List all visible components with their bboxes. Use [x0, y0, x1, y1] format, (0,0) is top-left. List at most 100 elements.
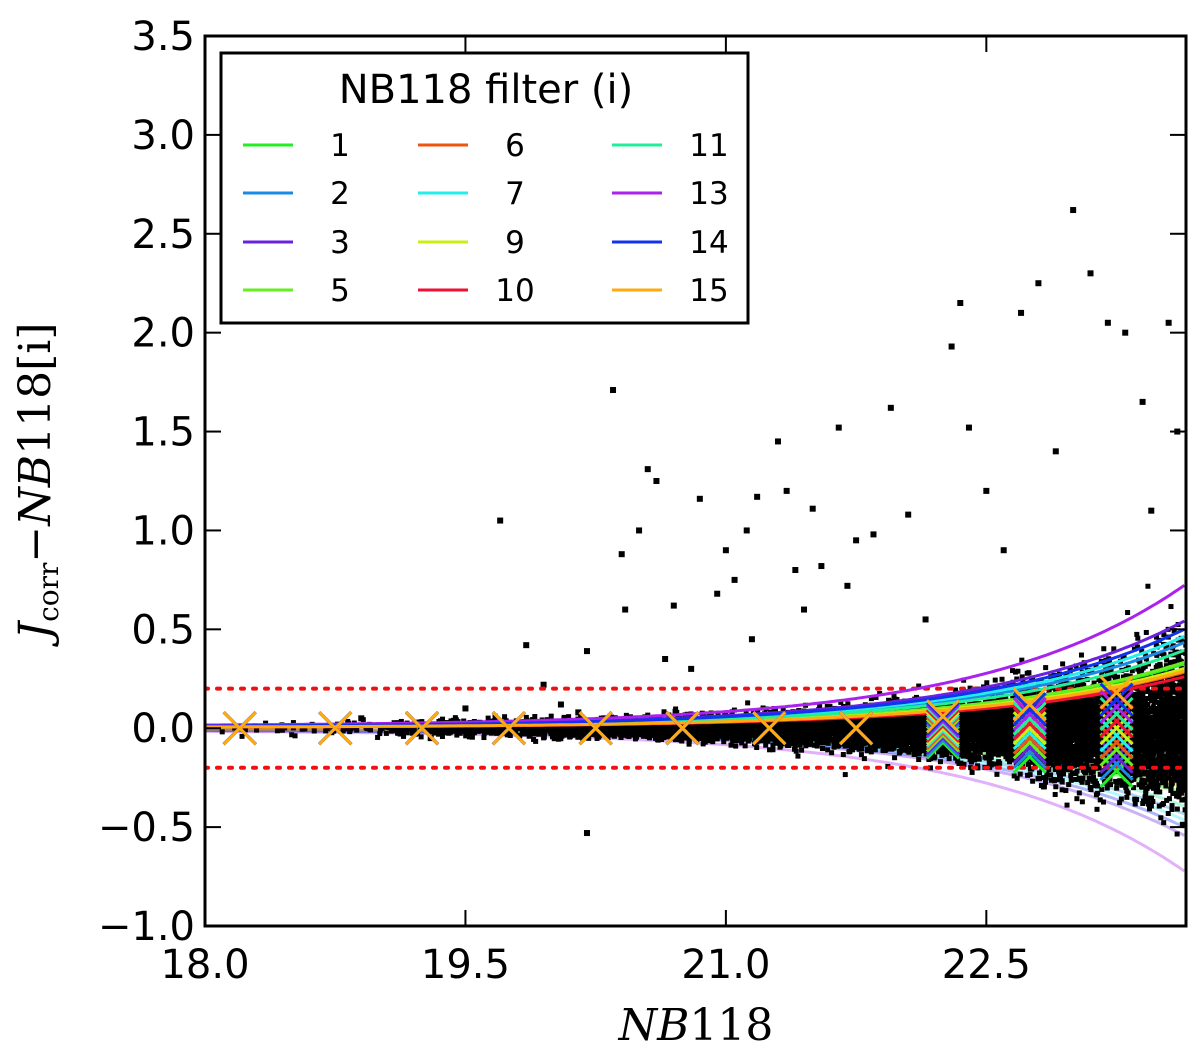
scatter-point: [1132, 801, 1138, 807]
scatter-point: [1087, 736, 1093, 742]
scatter-point: [388, 728, 394, 734]
scatter-point: [1044, 751, 1050, 757]
scatter-point: [1134, 631, 1140, 637]
scatter-point: [1174, 831, 1180, 837]
scatter-point: [1148, 777, 1154, 783]
scatter-point: [311, 728, 317, 734]
scatter-point: [1153, 642, 1159, 648]
scatter-point: [1084, 760, 1090, 766]
scatter-point: [992, 677, 998, 683]
scatter-point: [292, 733, 298, 739]
scatter-point: [770, 742, 776, 748]
scatter-point: [967, 685, 973, 691]
scatter-point: [814, 743, 820, 749]
scatter-point: [1059, 787, 1065, 793]
scatter-point: [1074, 682, 1080, 688]
scatter-point: [985, 697, 991, 703]
scatter-point: [1097, 771, 1103, 777]
scatter-point: [1144, 686, 1150, 692]
scatter-point: [1009, 751, 1015, 757]
scatter-point: [1100, 799, 1106, 805]
scatter-point: [1123, 784, 1129, 790]
scatter-point: [1088, 733, 1094, 739]
scatter-point: [1178, 769, 1184, 775]
scatter-point: [886, 697, 892, 703]
scatter-point: [1097, 797, 1103, 803]
scatter-point: [1149, 795, 1155, 801]
scatter-point: [1117, 800, 1123, 806]
scatter-point: [972, 757, 978, 763]
scatter-point: [1063, 680, 1069, 686]
scatter-point: [928, 756, 934, 762]
scatter-point: [745, 700, 751, 706]
scatter-point: [842, 772, 848, 778]
scatter-point: [892, 696, 898, 702]
scatter-point: [797, 742, 803, 748]
scatter-point: [1043, 748, 1049, 754]
scatter-point: [1143, 629, 1149, 635]
scatter-point: [523, 714, 529, 720]
scatter-point: [1094, 752, 1100, 758]
scatter-point: [1136, 782, 1142, 788]
scatter-point: [1149, 698, 1155, 704]
scatter-point: [977, 749, 983, 755]
scatter-point: [1050, 762, 1056, 768]
scatter-point: [340, 728, 346, 734]
scatter-point: [1046, 689, 1052, 695]
scatter-point: [763, 742, 769, 748]
scatter-point: [1163, 783, 1169, 789]
scatter-point: [1168, 786, 1174, 792]
scatter-point: [745, 738, 751, 744]
scatter-point: [1169, 803, 1175, 809]
scatter-point: [931, 755, 937, 761]
scatter-point: [1069, 683, 1075, 689]
scatter-point: [892, 755, 898, 761]
scatter-point: [1168, 779, 1174, 785]
scatter-point: [1135, 635, 1141, 641]
scatter-point: [439, 733, 445, 739]
scatter-point: [1053, 733, 1059, 739]
scatter-point: [805, 738, 811, 744]
scatter-point: [1091, 680, 1097, 686]
scatter-point: [1017, 771, 1023, 777]
scatter-point: [532, 714, 538, 720]
scatter-point: [1038, 677, 1044, 683]
scatter-point: [868, 696, 874, 702]
scatter-point: [302, 726, 308, 732]
scatter-point: [1157, 705, 1163, 711]
scatter-point: [816, 740, 822, 746]
scatter-point: [554, 731, 560, 737]
scatter-point: [1098, 679, 1104, 685]
scatter-point: [995, 743, 1001, 749]
scatter-point: [984, 680, 990, 686]
scatter-point: [859, 746, 865, 752]
scatter-point: [1159, 802, 1165, 808]
scatter-point: [730, 738, 736, 744]
scatter-point: [1045, 702, 1051, 708]
scatter-point: [1123, 673, 1129, 679]
scatter-point: [1139, 777, 1145, 783]
scatter-point: [858, 752, 864, 758]
scatter-point: [1053, 784, 1059, 790]
scatter-point: [1069, 770, 1075, 776]
scatter-point: [1101, 646, 1107, 652]
scatter-point: [1176, 719, 1182, 725]
scatter-point: [1063, 788, 1069, 794]
scatter-point: [1180, 773, 1186, 779]
scatter-point: [1057, 737, 1063, 743]
scatter-point: [808, 739, 814, 745]
scatter-point: [1045, 760, 1051, 766]
scatter-point: [254, 727, 260, 733]
plot-content: [205, 207, 1186, 873]
scatter-point: [1148, 803, 1154, 809]
scatter-point: [1085, 780, 1091, 786]
scatter-point: [409, 730, 415, 736]
scatter-point: [728, 742, 734, 748]
scatter-point: [806, 741, 812, 747]
scatter-point: [438, 718, 444, 724]
scatter-point: [993, 761, 999, 767]
scatter-point: [872, 747, 878, 753]
scatter-point: [1019, 674, 1025, 680]
scatter-point: [1052, 723, 1058, 729]
